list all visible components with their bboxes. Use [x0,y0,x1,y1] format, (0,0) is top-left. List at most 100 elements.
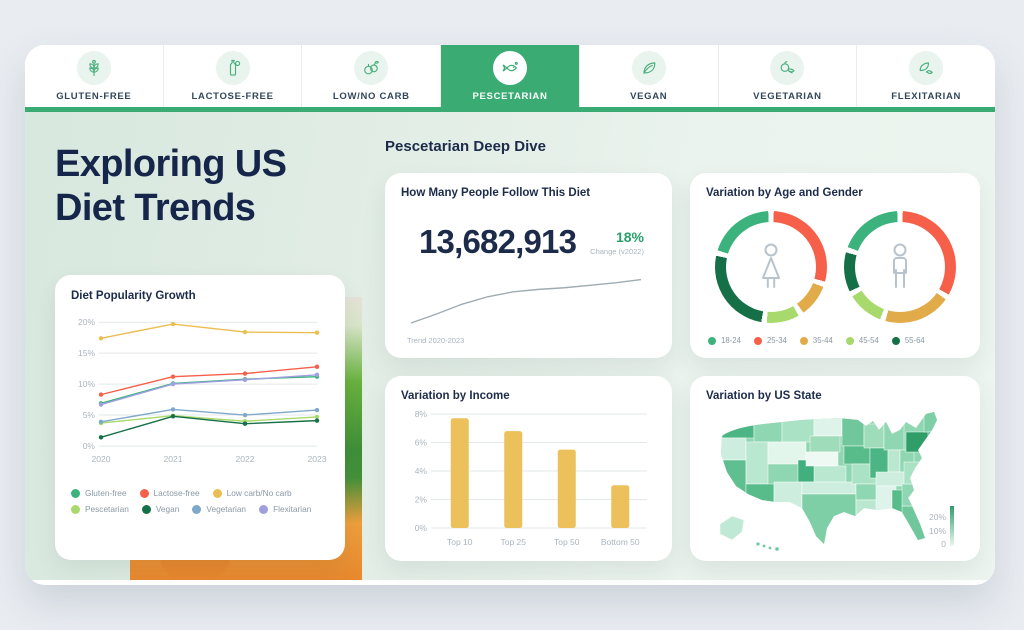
income-card: Variation by Income 8% 6% 4% 2% 0% Top 10 Top … [385,376,672,561]
diet-tabbar: GLUTEN-FREE LACTOSE-FREE LOW/NO CARB PESCET… [25,45,995,112]
change-label: Change (v2022) [590,247,644,256]
legend-item-low-carb-no-carb: Low carb/No carb [212,488,292,498]
fish-icon [493,50,528,85]
deep-dive-heading: Pescetarian Deep Dive [385,138,546,155]
page-title: Exploring US Diet Trends [55,142,287,230]
hawaii-shape [756,542,779,551]
legend-item-vegan: Vegan [141,504,180,514]
svg-text:2022: 2022 [236,454,255,464]
page-title-line1: Exploring US [55,143,287,185]
svg-text:8%: 8% [415,409,428,419]
followers-count: 13,682,913 [419,223,577,260]
age-legend-item-18-24: 18-24 [708,336,741,345]
growth-card-title: Diet Popularity Growth [71,290,196,302]
legend-label: Flexitarian [273,504,312,514]
followers-card-title: How Many People Follow This Diet [401,187,591,199]
vegetables-icon [354,50,389,85]
male-icon [892,243,907,288]
tab-label: PESCETARIAN [472,90,548,102]
donut-hole [854,222,945,312]
age-gender-legend: 18-24 25-34 35-44 45-54 55-64 [706,336,964,345]
legend-label: Pescetarian [85,504,129,514]
change-percentage: 18% [615,229,644,245]
tab-pescetarian[interactable]: PESCETARIAN [440,45,579,107]
tab-label: LOW/NO CARB [332,90,410,102]
svg-text:2021: 2021 [164,454,183,464]
legend-dot [212,488,222,498]
tab-flexitarian[interactable]: FLEXITARIAN [856,45,995,107]
us-state-card-title: Variation by US State [706,390,822,402]
legend-dot [71,488,80,498]
legend-label: Gluten-free [85,488,127,498]
svg-text:6%: 6% [415,438,428,448]
legend-label: Lactose-free [153,488,200,498]
svg-text:4%: 4% [415,466,428,476]
deep-dive-cards: How Many People Follow This Diet 13,682,… [385,173,980,561]
tab-vegetarian[interactable]: VEGETARIAN [717,45,857,107]
svg-text:Bottom 50: Bottom 50 [601,537,640,547]
followers-trend-sparkline [410,278,642,324]
legend-item-flexitarian: Flexitarian [259,504,311,514]
diet-popularity-growth-card: Diet Popularity Growth 20% 15% 10% 5% 0% 2020… [55,275,345,560]
svg-text:Top 25: Top 25 [500,537,526,547]
svg-text:15%: 15% [78,348,95,358]
legend-label: 25-34 [766,336,787,345]
donut-hole [725,222,816,312]
age-legend-item-55-64: 55-64 [891,336,925,345]
tab-label: VEGAN [630,90,668,102]
map-scale-legend: 20% 10% 0 [929,506,954,549]
followers-card: How Many People Follow This Diet 13,682,… [385,173,672,358]
legend-label: Low carb/No carb [226,488,292,498]
legend-dot [845,336,854,345]
age-gender-donuts [706,211,964,323]
svg-text:2020: 2020 [92,454,111,464]
diet-popularity-growth-chart: 20% 15% 10% 5% 0% 2020 2021 2022 2023 [78,317,327,464]
svg-text:0%: 0% [83,441,96,451]
legend-dot [259,504,269,514]
legend-item-gluten-free: Gluten-free [71,488,127,498]
us-state-choropleth-map: 20% 10% 0 [719,412,954,551]
svg-text:5%: 5% [83,410,96,420]
svg-text:20%: 20% [78,317,95,327]
alaska-shape [719,515,745,541]
legend-dot [799,336,808,345]
legend-dot [891,336,900,345]
svg-text:10%: 10% [78,379,95,389]
tab-gluten-free[interactable]: GLUTEN-FREE [25,45,163,107]
growth-chart-legend: Gluten-free Lactose-free Low carb/No carb P… [71,479,329,514]
legend-label: 18-24 [721,336,741,345]
legend-dot [71,504,80,514]
tab-low-no-carb[interactable]: LOW/NO CARB [301,45,441,107]
svg-text:2023: 2023 [308,454,327,464]
income-bar-chart: 8% 6% 4% 2% 0% Top 10 Top 25 Top 50 Bottom 50 [415,409,647,547]
legend-label: 35-44 [812,336,833,345]
legend-item-vegetarian: Vegetarian [192,504,246,514]
legend-label: 45-54 [858,336,879,345]
age-gender-card-title: Variation by Age and Gender [706,187,863,199]
leaf-fish-icon [909,50,944,85]
income-card-title: Variation by Income [401,390,510,402]
legend-label: 55-64 [904,336,925,345]
tab-vegan[interactable]: VEGAN [578,45,718,107]
legend-dot [192,504,202,514]
trend-caption: Trend 2020-2023 [407,336,465,345]
legend-dot [708,336,716,345]
us-states-patches [721,412,937,544]
tomato-icon [770,50,805,85]
svg-text:20%: 20% [929,512,946,522]
dashboard-panel: GLUTEN-FREE LACTOSE-FREE LOW/NO CARB PESCET… [25,45,995,585]
female-donut-chart [714,211,827,323]
legend-dot [139,488,149,498]
legend-label: Vegan [155,504,180,514]
tab-label: LACTOSE-FREE [191,90,274,102]
tab-lactose-free[interactable]: LACTOSE-FREE [162,45,302,107]
legend-dot [753,336,762,345]
age-legend-item-45-54: 45-54 [845,336,879,345]
dashboard-content: Exploring US Diet Trends Diet Popularity… [25,112,995,580]
tab-label: FLEXITARIAN [891,90,962,102]
svg-text:Top 10: Top 10 [447,537,473,547]
legend-label: Vegetarian [206,504,247,514]
tab-label: GLUTEN-FREE [56,90,132,102]
svg-text:0: 0 [941,539,946,549]
svg-text:0%: 0% [415,523,428,533]
